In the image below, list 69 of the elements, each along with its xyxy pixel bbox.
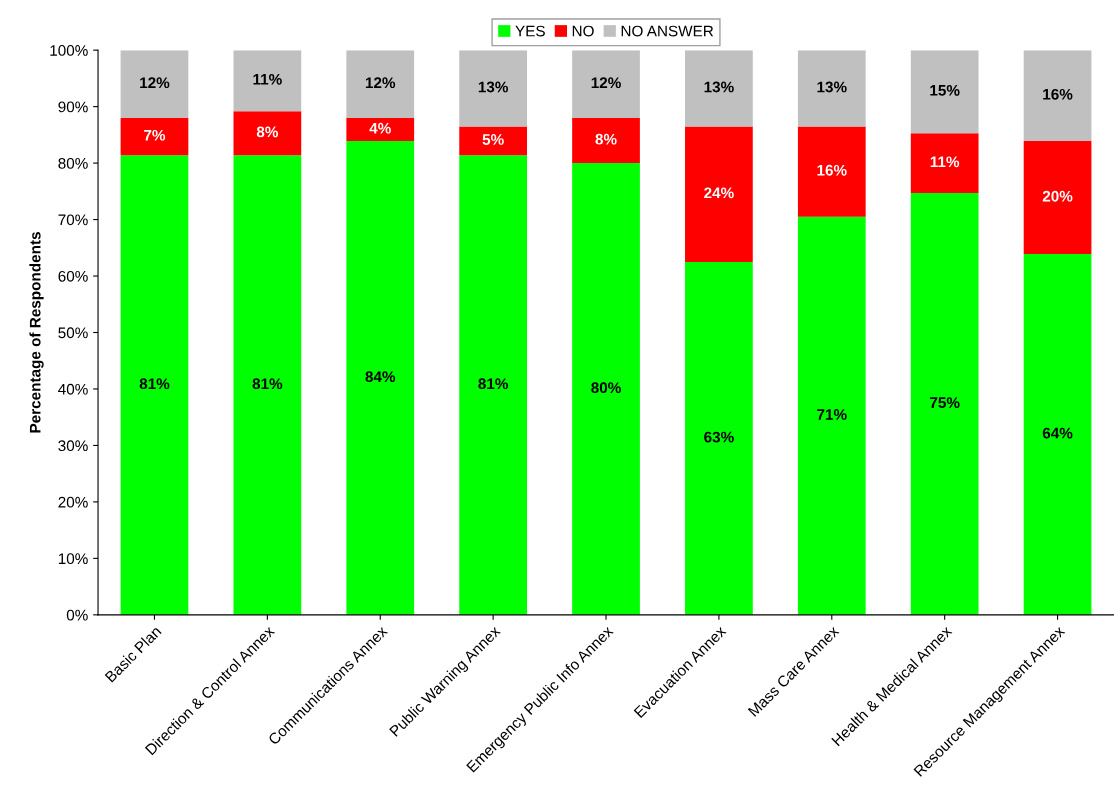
bar <box>572 50 640 118</box>
data-label: 81% <box>252 378 283 390</box>
y-tick-label: 40% <box>58 383 88 395</box>
y-tick-label: 90% <box>58 101 88 113</box>
legend-label: NO <box>572 25 594 37</box>
data-label: 12% <box>365 77 396 89</box>
y-tick-label: 70% <box>58 214 88 226</box>
data-label: 4% <box>369 122 391 134</box>
data-label: 75% <box>930 397 960 409</box>
legend-label: NO ANSWER <box>621 25 714 37</box>
y-tick-label: 50% <box>58 327 88 339</box>
bar <box>910 50 979 134</box>
bar <box>797 216 866 615</box>
data-label: 81% <box>478 378 509 390</box>
legend-label: YES <box>515 25 545 37</box>
bar <box>233 155 302 615</box>
bar <box>120 50 189 118</box>
bar <box>572 163 640 615</box>
bar <box>797 126 866 217</box>
bar <box>346 50 415 118</box>
bar <box>572 117 640 164</box>
bar <box>120 155 189 615</box>
data-label: 64% <box>1042 427 1073 439</box>
data-label: 13% <box>817 81 847 93</box>
bar <box>685 126 753 262</box>
bar <box>685 261 753 615</box>
bar <box>1023 50 1092 142</box>
bar <box>346 117 415 142</box>
y-tick-label: 80% <box>58 157 88 169</box>
bar <box>910 133 979 194</box>
data-label: 11% <box>253 73 282 85</box>
data-label: 20% <box>1042 190 1073 202</box>
data-label: 5% <box>482 134 504 145</box>
data-label: 63% <box>704 431 734 443</box>
bar <box>459 50 527 127</box>
bar <box>459 126 527 156</box>
y-tick-label: 60% <box>58 270 88 282</box>
data-label: 13% <box>478 81 509 93</box>
y-tick-label: 10% <box>58 553 88 565</box>
y-tick-label: 20% <box>58 496 88 508</box>
bar <box>1023 141 1092 255</box>
data-label: 13% <box>704 81 734 93</box>
data-label: 7% <box>144 129 166 141</box>
y-tick-label: 30% <box>58 440 88 452</box>
y-tick-label: 100% <box>50 45 88 56</box>
data-label: 11% <box>930 156 960 168</box>
bar <box>797 50 866 127</box>
y-axis-title: Percentage of Respondents <box>29 232 44 433</box>
bar <box>459 155 527 615</box>
bar <box>233 50 302 112</box>
bar <box>910 193 979 615</box>
bar <box>233 111 302 156</box>
data-label: 12% <box>140 77 170 89</box>
data-label: 16% <box>1043 88 1073 100</box>
data-label: 80% <box>591 382 621 394</box>
y-tick-label: 0% <box>66 609 88 621</box>
data-label: 71% <box>817 409 847 420</box>
bar <box>120 117 189 156</box>
bar <box>1023 254 1092 615</box>
data-label: 8% <box>256 126 278 138</box>
data-label: 15% <box>930 84 960 96</box>
data-label: 81% <box>139 378 170 390</box>
data-label: 84% <box>365 371 396 383</box>
data-label: 12% <box>591 77 621 89</box>
data-label: 8% <box>595 133 617 145</box>
data-label: 24% <box>704 187 734 199</box>
bar <box>685 50 753 127</box>
bar <box>346 141 415 615</box>
data-label: 16% <box>817 164 847 176</box>
